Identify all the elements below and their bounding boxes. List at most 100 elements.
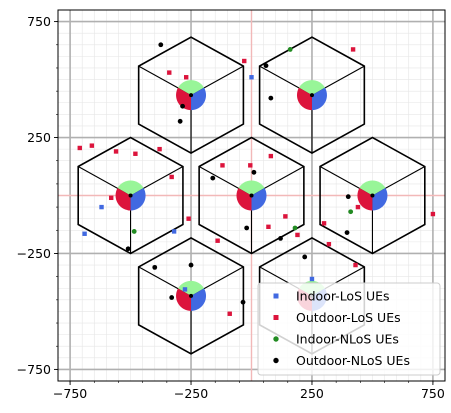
ue-point [242, 58, 247, 64]
base-station-center [189, 293, 194, 298]
base-station-sector [296, 87, 312, 111]
ue-point [89, 143, 95, 148]
plot-frame [54, 9, 446, 385]
ue-point [268, 153, 274, 159]
base-station-sector [236, 188, 252, 211]
ue-point [182, 287, 188, 292]
hexagon-cell [319, 136, 426, 255]
ue-point [131, 229, 137, 234]
base-station-center [370, 193, 375, 198]
legend-label: Outdoor-NLoS UEs [296, 353, 410, 368]
legend-box [257, 282, 441, 376]
x-tick-label: −250 [174, 386, 208, 401]
y-tick-label: −250 [17, 246, 51, 261]
base-station-sector [311, 87, 327, 111]
ue-point [158, 42, 164, 48]
ue-point [350, 47, 356, 52]
ue-point [309, 276, 315, 282]
ue-point [183, 75, 189, 80]
ue-point [251, 169, 257, 175]
ue-point [321, 221, 327, 226]
ue-point [266, 224, 271, 230]
legend-label: Outdoor-LoS UEs [296, 310, 401, 325]
legend-marker [273, 293, 279, 299]
ue-point [169, 174, 174, 180]
ue-point [77, 145, 82, 151]
y-tick-label: −750 [17, 362, 51, 377]
ue-point [99, 204, 104, 210]
ue-point [177, 118, 183, 124]
hexagon-cell [198, 136, 305, 255]
x-tick-label: 250 [300, 386, 324, 401]
base-station-sector [117, 180, 144, 196]
ue-point [348, 209, 354, 215]
base-station-sector [130, 188, 146, 211]
base-station-center [128, 193, 133, 198]
ue-point [113, 149, 119, 154]
base-station-sector [238, 180, 265, 196]
base-station-sector [372, 188, 388, 211]
ue-point [220, 163, 225, 168]
ue-point [283, 214, 288, 219]
ue-point [157, 146, 162, 152]
ue-point [227, 311, 232, 316]
x-tick-label: 750 [421, 386, 445, 401]
legend: Indoor-LoS UEs Outdoor-LoS UEs Indoor-NLoS… [257, 282, 441, 376]
x-tick-label: −750 [53, 386, 87, 401]
base-station-sector [359, 180, 386, 196]
ue-point [169, 295, 175, 300]
hexagon-cell [77, 136, 184, 255]
legend-marker [273, 336, 279, 342]
legend-marker [273, 357, 279, 364]
ue-point [344, 230, 350, 236]
ue-point [152, 264, 158, 270]
ue-point [188, 262, 194, 268]
base-station-sector [178, 280, 205, 296]
hexagon-cell [258, 36, 366, 154]
ue-point [171, 229, 177, 234]
ue-point [248, 163, 253, 168]
base-station-sector [191, 288, 207, 311]
ue-point [180, 103, 185, 109]
ue-point [353, 262, 358, 268]
ue-point [186, 216, 191, 221]
ue-point [133, 151, 138, 156]
ue-point [355, 204, 361, 210]
y-tick-label: 750 [27, 14, 51, 29]
hexagon-cell [137, 237, 245, 355]
base-station-sector [251, 188, 267, 211]
ue-point [82, 231, 87, 236]
base-station-center [189, 93, 194, 98]
ue-points [77, 42, 436, 316]
ue-point [249, 75, 254, 80]
base-station-sector [176, 87, 192, 111]
ue-point [278, 235, 283, 241]
ue-point [215, 238, 220, 243]
ue-point [240, 299, 246, 305]
ue-point [263, 63, 269, 69]
legend-label: Indoor-LoS UEs [296, 289, 390, 304]
legend-label: Indoor-NLoS UEs [296, 332, 399, 347]
ue-point [109, 195, 114, 201]
base-station-sector [178, 80, 205, 96]
legend-marker [273, 315, 279, 320]
ue-point [345, 194, 351, 200]
base-station-sector [176, 288, 192, 311]
axes-frame [57, 9, 446, 382]
ue-point [430, 211, 436, 217]
ue-point [295, 232, 300, 238]
base-station-sector [191, 87, 207, 111]
ue-point [167, 70, 172, 75]
base-station-center [249, 193, 254, 198]
base-station-center [309, 93, 314, 98]
base-station-sector [357, 188, 373, 211]
hexagon-cell [137, 36, 245, 154]
tick-labels: −750 −250 250 750 −750 −250 250 750 [17, 14, 445, 401]
ue-point [244, 225, 250, 231]
ue-point [210, 175, 216, 181]
ue-point [292, 225, 298, 231]
base-station-sector [115, 188, 131, 211]
ue-point [302, 254, 308, 260]
ue-point [268, 95, 274, 101]
